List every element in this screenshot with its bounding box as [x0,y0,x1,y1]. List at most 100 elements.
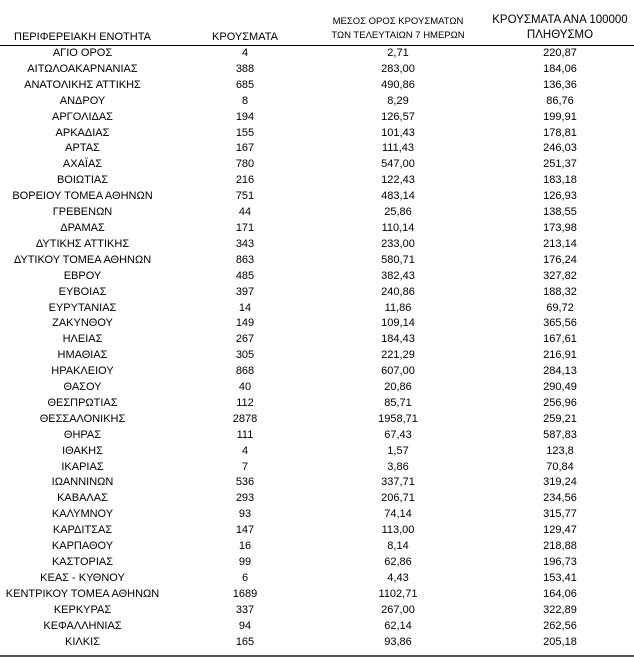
per-100k-cell: 218,88 [543,540,577,553]
cases-cell: 267 [235,333,255,346]
cases-cell: 685 [235,78,255,91]
table-row: ΙΘΑΚΗΣ 4 1,57 123,8 [0,444,634,460]
cases-cell: 167 [235,142,255,155]
table-row: ΗΛΕΙΑΣ 267 184,43 167,61 [0,332,634,348]
per-100k-cell: 587,83 [543,428,577,441]
avg-7day-cell: 2,71 [387,47,409,59]
per-100k-cell: 327,82 [543,269,577,282]
cases-cell: 780 [235,158,255,171]
avg-7day-cell: 547,00 [381,158,415,171]
region-cell: ΗΡΑΚΛΕΙΟΥ [51,365,114,378]
per-100k-cell: 69,72 [546,301,574,314]
cases-cell: 14 [238,301,252,314]
region-cell: ΒΟΡΕΙΟΥ ΤΟΜΕΑ ΑΘΗΝΩΝ [12,190,153,203]
table-row: ΚΕΦΑΛΛΗΝΙΑΣ 94 62,14 262,56 [0,619,634,635]
table-row: ΔΥΤΙΚΗΣ ΑΤΤΙΚΗΣ 343 233,00 213,14 [0,237,634,253]
avg-7day-cell: 8,14 [387,540,409,553]
table-row: ΑΝΑΤΟΛΙΚΗΣ ΑΤΤΙΚΗΣ 685 490,86 136,36 [0,78,634,94]
avg-7day-cell: 25,86 [384,206,412,219]
cases-cell: 536 [235,476,255,489]
table-row: ΕΒΡΟΥ 485 382,43 327,82 [0,269,634,285]
cases-cell: 112 [236,396,254,409]
header-avg-line1: ΜΕΣΟΣ ΟΡΟΣ ΚΡΟΥΣΜΑΤΩΝ [332,16,464,27]
cases-cell: 165 [235,635,255,648]
per-100k-cell: 262,56 [543,619,577,632]
table-row: ΙΩΑΝΝΙΝΩΝ 536 337,71 319,24 [0,475,634,491]
table-row: ΑΙΤΩΛΟΑΚΑΡΝΑΝΙΑΣ 388 283,00 184,06 [0,62,634,78]
region-cell: ΚΑΣΤΟΡΙΑΣ [51,556,114,568]
cases-cell: 155 [235,126,255,139]
per-100k-cell: 205,18 [543,635,577,648]
table-row: ΘΑΣΟΥ 40 20,86 290,49 [0,380,634,396]
per-100k-cell: 315,77 [543,508,577,521]
region-cell: ΑΓΙΟ ΟΡΟΣ [52,47,113,59]
table-row: ΑΡΓΟΛΙΔΑΣ 194 126,57 199,91 [0,110,634,126]
cases-cell: 868 [235,365,255,378]
avg-7day-cell: 337,71 [381,476,415,489]
table-row: ΚΑΡΔΙΤΣΑΣ 147 113,00 129,47 [0,523,634,539]
avg-7day-cell: 483,14 [381,190,415,203]
table-body: ΑΓΙΟ ΟΡΟΣ 4 2,71 220,87 ΑΙΤΩΛΟΑΚΑΡΝΑΝΙΑΣ 388 2… [0,46,634,650]
region-cell: ΚΑΛΥΜΝΟΥ [51,508,114,521]
cases-cell: 863 [235,253,255,266]
per-100k-cell: 365,56 [543,317,577,330]
avg-7day-cell: 1,57 [387,444,409,457]
per-100k-cell: 123,8 [546,444,574,457]
table-row: ΒΟΙΩΤΙΑΣ 216 122,43 183,18 [0,173,634,189]
per-100k-cell: 213,14 [543,237,577,250]
table-row: ΖΑΚΥΝΘΟΥ 149 109,14 365,56 [0,316,634,332]
avg-7day-cell: 93,86 [384,635,412,648]
avg-7day-cell: 101,43 [381,126,415,139]
cases-cell: 1689 [232,587,258,600]
per-100k-cell: 290,49 [543,381,577,394]
region-cell: ΑΡΤΑΣ [65,142,100,155]
avg-7day-cell: 233,00 [381,237,415,250]
cases-cell: 4 [241,444,249,457]
region-cell: ΗΛΕΙΑΣ [62,333,103,346]
per-100k-cell: 126,93 [543,190,577,203]
region-cell: ΙΩΑΝΝΙΝΩΝ [51,476,114,489]
region-cell: ΑΝΔΡΟΥ [59,94,106,107]
cases-cell: 6 [241,571,249,584]
per-100k-cell: 167,61 [543,333,577,346]
cases-cell: 4 [241,47,249,59]
per-100k-cell: 259,21 [543,412,577,425]
cases-cell: 397 [235,285,255,298]
per-100k-cell: 256,96 [543,396,577,409]
cases-cell: 7 [241,460,249,473]
region-cell: ΗΜΑΘΙΑΣ [57,349,108,362]
per-100k-cell: 246,03 [543,142,577,155]
cases-cell: 337 [235,603,255,616]
region-cell: ΑΙΤΩΛΟΑΚΑΡΝΑΝΙΑΣ [27,62,138,75]
avg-7day-cell: 221,29 [381,349,415,362]
region-cell: ΚΕΑΣ - ΚΥΘΝΟΥ [40,571,125,584]
per-100k-cell: 196,73 [543,556,577,568]
table-row: ΗΡΑΚΛΕΙΟΥ 868 607,00 284,13 [0,364,634,380]
header-per100k-line1: ΚΡΟΥΣΜΑΤΑ ΑΝΑ 100000 [492,14,628,26]
avg-7day-cell: 267,00 [381,603,415,616]
table-row: ΔΥΤΙΚΟΥ ΤΟΜΕΑ ΑΘΗΝΩΝ 863 580,71 176,24 [0,253,634,269]
avg-7day-cell: 20,86 [384,381,412,394]
region-cell: ΔΡΑΜΑΣ [60,221,105,234]
cases-cell: 171 [235,221,255,234]
per-100k-cell: 86,76 [546,94,574,107]
table-row: ΑΧΑΪΑΣ 780 547,00 251,37 [0,157,634,173]
region-cell: ΚΙΛΚΙΣ [65,635,100,648]
avg-7day-cell: 85,71 [384,396,412,409]
region-cell: ΕΒΡΟΥ [63,269,102,282]
table-row: ΘΕΣΠΡΩΤΙΑΣ 112 85,71 256,96 [0,396,634,412]
header-avg-line2: ΤΩΝ ΤΕΛΕΥΤΑΙΩΝ 7 ΗΜΕΡΩΝ [331,30,465,41]
table-row: ΑΓΙΟ ΟΡΟΣ 4 2,71 220,87 [0,46,634,62]
per-100k-cell: 216,91 [543,349,577,362]
table-row: ΘΕΣΣΑΛΟΝΙΚΗΣ 2878 1958,71 259,21 [0,412,634,428]
avg-7day-cell: 67,43 [384,428,412,441]
avg-7day-cell: 62,14 [384,619,412,632]
avg-7day-cell: 122,43 [381,174,415,187]
table-row: ΔΡΑΜΑΣ 171 110,14 173,98 [0,221,634,237]
avg-7day-cell: 8,29 [387,94,409,107]
avg-7day-cell: 184,43 [381,333,415,346]
cases-cell: 40 [238,381,252,394]
avg-7day-cell: 283,00 [381,62,415,75]
per-100k-cell: 129,47 [543,524,577,537]
region-cell: ΚΑΒΑΛΑΣ [57,492,108,505]
